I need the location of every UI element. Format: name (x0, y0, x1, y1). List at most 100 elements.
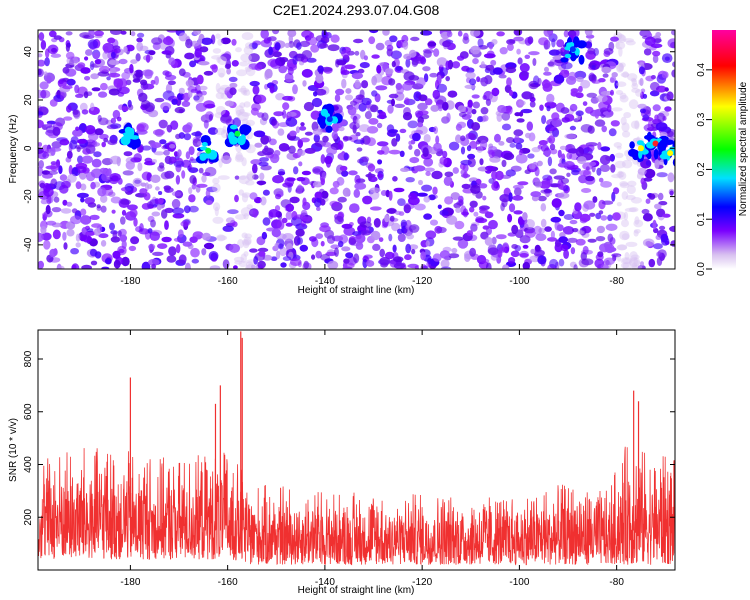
heatmap-cell (80, 197, 85, 203)
heatmap-cell (416, 192, 428, 197)
heatmap-cell (636, 173, 643, 180)
heatmap-cell (191, 131, 203, 137)
heatmap-cell (262, 189, 270, 196)
heatmap-cell (168, 246, 177, 256)
heatmap-cell (90, 260, 98, 266)
heatmap-cell (488, 219, 498, 230)
heatmap-cell (101, 141, 106, 148)
heatmap-cell (601, 200, 614, 205)
heatmap-cell (534, 244, 541, 252)
heatmap-cell (319, 43, 329, 49)
heatmap-cell (569, 219, 578, 225)
heatmap-cell (350, 100, 358, 106)
heatmap-cell (614, 160, 626, 169)
heatmap-cell (188, 194, 196, 203)
heatmap-cell (522, 244, 529, 249)
heatmap-cell (164, 155, 172, 165)
heatmap-cell (414, 203, 426, 211)
heatmap-cell (252, 85, 260, 95)
heatmap-cell (118, 104, 125, 110)
heatmap-cell (130, 157, 142, 163)
snr-xtick-label: -180 (120, 577, 140, 588)
heatmap-cell (490, 59, 497, 66)
heatmap-cell (354, 174, 361, 185)
heatmap-cell (235, 214, 247, 220)
heatmap-cell (520, 108, 533, 114)
heatmap-cell (141, 145, 152, 151)
heatmap-cell (609, 77, 615, 84)
heatmap-cell (445, 60, 451, 71)
heatmap-cell (455, 207, 462, 214)
heatmap-cell (304, 131, 313, 136)
heatmap-hotspot-mid (636, 140, 644, 146)
heatmap-cell (616, 81, 627, 87)
heatmap-cell (178, 254, 187, 264)
heatmap-cell (622, 130, 631, 138)
heatmap-cell (167, 80, 176, 86)
heatmap-cell (484, 237, 493, 246)
heatmap-cell (88, 30, 95, 37)
heatmap-cell (378, 111, 387, 120)
heatmap-cell (635, 89, 643, 97)
heatmap-cell (253, 256, 259, 265)
heatmap-cell (642, 114, 650, 121)
heatmap-cell (132, 177, 143, 187)
snr-marks (38, 331, 675, 566)
heatmap-cell (536, 160, 543, 167)
heatmap-cell (356, 147, 363, 152)
heatmap-cell (38, 111, 44, 116)
heatmap-cell (351, 72, 364, 80)
heatmap-cell (469, 78, 477, 86)
heatmap-cell (625, 194, 636, 201)
heatmap-cell (300, 122, 305, 127)
snr-ytick-label: 800 (23, 350, 34, 367)
heatmap-cell (43, 182, 51, 193)
heatmap-cell (72, 109, 79, 115)
heatmap-cell (540, 189, 553, 194)
heatmap-cell (75, 181, 82, 190)
heatmap-cell (284, 42, 290, 49)
heatmap-cell (273, 150, 281, 157)
heatmap-cell (295, 228, 305, 237)
heatmap-cell (92, 52, 100, 59)
heatmap-cell (238, 175, 250, 185)
heatmap-cell (597, 141, 602, 151)
heatmap-cell (267, 36, 272, 42)
heatmap-cell (43, 240, 51, 250)
heatmap-cell (269, 85, 275, 94)
heatmap-cell (423, 157, 434, 167)
heatmap-cell (501, 159, 507, 168)
heatmap-cell (618, 46, 623, 57)
heatmap-cell (66, 150, 73, 159)
heatmap-cell (93, 228, 101, 236)
heatmap-cell (477, 116, 484, 123)
heatmap-cell (176, 92, 185, 101)
heatmap-cell (205, 166, 217, 177)
heatmap-cell (211, 55, 223, 60)
heatmap-cell (577, 230, 585, 235)
heatmap-cell (619, 182, 630, 189)
heatmap-cell (580, 79, 591, 89)
heatmap-cell (578, 85, 583, 93)
heatmap-cell (521, 91, 533, 100)
heatmap-cell (337, 196, 347, 203)
heatmap-cell (548, 135, 556, 144)
heatmap-xtick-label: -100 (509, 276, 529, 287)
heatmap-cell (303, 260, 310, 269)
heatmap-cell (618, 170, 623, 175)
heatmap-cell (150, 174, 161, 183)
heatmap-cell (367, 171, 372, 182)
heatmap-cell (513, 129, 524, 137)
heatmap-cell (496, 31, 505, 37)
heatmap-cell (241, 118, 249, 126)
heatmap-cell (440, 259, 450, 269)
heatmap-cell (399, 128, 407, 134)
heatmap-cell (567, 237, 578, 243)
heatmap-cell (141, 261, 151, 269)
heatmap-cell (410, 36, 420, 42)
heatmap-cell (163, 149, 170, 156)
heatmap-cell (448, 141, 460, 151)
heatmap-cell (171, 191, 182, 197)
heatmap-cell (399, 150, 405, 157)
heatmap-cell (225, 217, 235, 224)
